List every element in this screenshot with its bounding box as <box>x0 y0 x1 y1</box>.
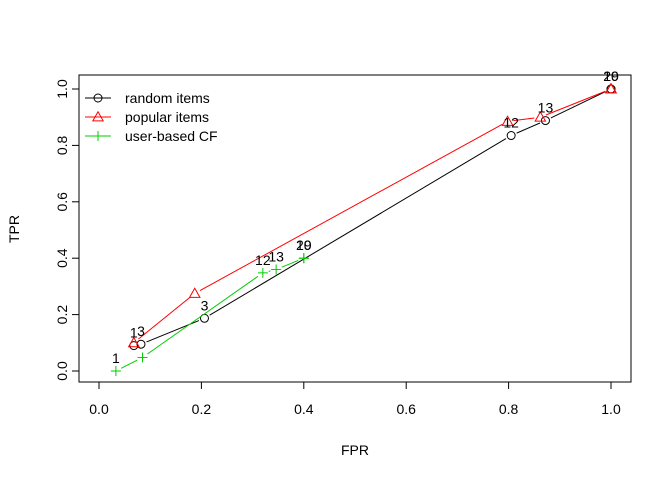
point-label: 3 <box>137 323 145 339</box>
y-tick-label: 0.4 <box>54 248 70 268</box>
x-tick-label: 0.8 <box>499 401 519 417</box>
point-label: 1 <box>130 325 138 341</box>
data-point <box>110 366 121 376</box>
x-tick-label: 0.4 <box>294 401 314 417</box>
point-label: 20 <box>296 237 312 253</box>
legend-item: popular items <box>85 109 209 125</box>
legend-item: user-based CF <box>85 128 218 144</box>
x-tick-label: 0.2 <box>192 401 212 417</box>
x-tick-label: 0.0 <box>89 401 109 417</box>
y-tick-label: 0.8 <box>54 135 70 155</box>
data-point <box>604 82 618 94</box>
series-line-segment <box>550 91 606 119</box>
point-label: 13 <box>268 248 284 264</box>
y-tick-label: 0.0 <box>54 361 70 381</box>
data-point <box>129 341 139 351</box>
point-label: 13 <box>538 100 554 116</box>
x-tick-label: 1.0 <box>601 401 621 417</box>
series-line-segment <box>513 117 535 122</box>
series-line-segment <box>199 123 503 291</box>
data-point <box>540 116 550 126</box>
data-point <box>257 267 268 278</box>
data-point <box>506 131 516 141</box>
x-axis: 0.0 0.2 0.4 0.6 0.8 1.0 <box>89 381 621 417</box>
series-line-segment <box>516 122 541 134</box>
legend-marker <box>91 110 105 122</box>
data-point <box>127 336 140 348</box>
data-point <box>188 287 201 298</box>
series-line-segment <box>138 296 191 340</box>
data-point <box>136 339 146 349</box>
y-axis-title: TPR <box>6 215 22 243</box>
point-label: 12 <box>503 115 519 131</box>
x-tick-label: 0.6 <box>396 401 416 417</box>
y-tick-label: 1.0 <box>54 79 70 99</box>
data-point <box>298 253 309 264</box>
y-tick-label: 0.2 <box>54 305 70 325</box>
data-point <box>271 264 282 275</box>
point-label: 19 <box>603 68 619 84</box>
legend-label: random items <box>125 90 210 106</box>
y-axis: 0.0 0.2 0.4 0.6 0.8 1.0 <box>54 79 80 381</box>
point-label: 3 <box>201 297 209 313</box>
y-tick-label: 0.6 <box>54 192 70 212</box>
legend-label: user-based CF <box>125 128 218 144</box>
series-line-segment <box>121 359 138 369</box>
legend-label: popular items <box>125 109 209 125</box>
legend-marker <box>93 93 103 103</box>
series-layer <box>110 82 618 376</box>
x-axis-title: FPR <box>341 442 369 458</box>
series-line-segment <box>281 260 299 268</box>
series-line-segment <box>147 275 259 355</box>
legend: random items popular items user-based CF <box>85 90 218 144</box>
point-label: 12 <box>255 252 271 268</box>
series-line-segment <box>545 90 606 116</box>
point-label: 20 <box>603 68 619 84</box>
point-label: 19 <box>296 237 312 253</box>
legend-item: random items <box>85 90 210 106</box>
data-point <box>137 352 148 363</box>
series-popular-items <box>127 82 618 348</box>
data-point <box>534 110 547 122</box>
legend-marker <box>93 131 103 141</box>
point-label: 1 <box>112 350 120 366</box>
series-line-segment <box>209 138 507 316</box>
data-point <box>501 115 514 126</box>
series-user-based-cf <box>110 253 309 376</box>
